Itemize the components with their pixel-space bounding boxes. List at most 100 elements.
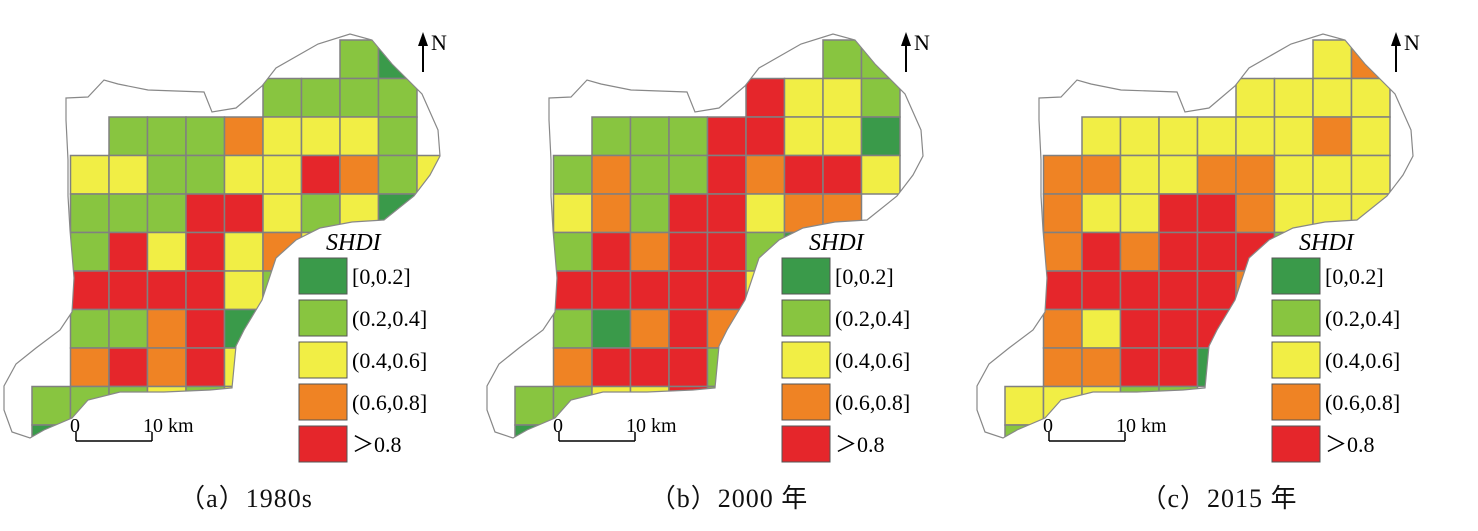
legend-swatch bbox=[781, 257, 831, 295]
north-label: N bbox=[1404, 30, 1420, 55]
grid-cell bbox=[300, 77, 341, 118]
grid-cell bbox=[146, 308, 187, 349]
grid-cell bbox=[591, 193, 632, 234]
grid-cell bbox=[668, 270, 709, 311]
panel-caption: （b）2000 年 bbox=[649, 484, 809, 513]
grid-cell bbox=[1042, 270, 1083, 311]
north-arrow-icon bbox=[1391, 32, 1401, 46]
grid-cell bbox=[1081, 154, 1122, 195]
grid-cell bbox=[1312, 193, 1353, 234]
grid-cell bbox=[108, 424, 149, 438]
grid-cell bbox=[377, 116, 418, 157]
grid-cell bbox=[185, 231, 226, 272]
grid-cell bbox=[108, 154, 149, 195]
legend-title: SHDI bbox=[809, 230, 865, 256]
grid-cell bbox=[339, 39, 380, 80]
grid-cell bbox=[783, 116, 824, 157]
grid-cell bbox=[514, 385, 555, 426]
legend-swatch bbox=[781, 299, 831, 337]
grid-cell bbox=[591, 424, 632, 438]
grid-cell bbox=[1312, 77, 1353, 118]
grid-cell bbox=[1235, 77, 1276, 118]
legend-label: (0.2,0.4] bbox=[835, 306, 910, 331]
grid-cell bbox=[1196, 193, 1237, 234]
grid-cell bbox=[668, 154, 709, 195]
grid-cell bbox=[416, 154, 440, 195]
legend-label: ＞0.8 bbox=[1325, 432, 1375, 457]
legend-label: [0,0.2] bbox=[1325, 264, 1384, 289]
grid-cell bbox=[783, 77, 824, 118]
grid-cell bbox=[629, 231, 670, 272]
grid-cell bbox=[822, 39, 863, 80]
grid-cell bbox=[1158, 231, 1199, 272]
grid-cell bbox=[591, 347, 632, 388]
grid-cell bbox=[262, 308, 303, 349]
grid-cell bbox=[69, 270, 110, 311]
grid-cell bbox=[223, 270, 264, 311]
scale-bar: 0 10 km bbox=[70, 415, 194, 442]
grid-cell bbox=[591, 154, 632, 195]
north-arrow-icon bbox=[901, 32, 911, 46]
grid-cell bbox=[860, 116, 901, 157]
grid-cell bbox=[108, 193, 149, 234]
grid-cell bbox=[262, 154, 303, 195]
grid-cell bbox=[339, 154, 380, 195]
grid-cell bbox=[745, 116, 786, 157]
grid-cell bbox=[745, 308, 786, 349]
grid-cell bbox=[185, 193, 226, 234]
grid-cell bbox=[300, 116, 341, 157]
legend-label: [0,0.2] bbox=[835, 264, 894, 289]
grid-cell bbox=[1196, 154, 1237, 195]
grid-cell bbox=[552, 347, 593, 388]
grid-cell bbox=[860, 77, 901, 118]
legend-swatch bbox=[781, 425, 831, 463]
study-area-outline bbox=[486, 33, 924, 439]
grid-cell bbox=[1119, 308, 1160, 349]
grid-cell bbox=[783, 154, 824, 195]
scale-start-label: 0 bbox=[70, 415, 80, 437]
grid-cell bbox=[860, 39, 901, 80]
map-panel-c: N 0 10 km SHDI [0,0.2] (0.2,0.4] (0.4,0.6]… bbox=[973, 0, 1465, 531]
legend-label: (0.4,0.6] bbox=[352, 348, 427, 373]
legend-label: (0.6,0.8] bbox=[352, 390, 427, 415]
grid-cell bbox=[591, 116, 632, 157]
legend-swatch bbox=[298, 257, 348, 295]
grid-cell bbox=[1350, 77, 1391, 118]
north-arrow-icon bbox=[418, 32, 428, 46]
legend-label: (0.2,0.4] bbox=[352, 306, 427, 331]
grid-cell bbox=[1350, 154, 1391, 195]
grid-cell bbox=[339, 116, 380, 157]
north-label: N bbox=[431, 30, 447, 55]
legend-label: (0.4,0.6] bbox=[1325, 348, 1400, 373]
grid-cell bbox=[1081, 424, 1122, 438]
legend-swatch bbox=[298, 299, 348, 337]
grid-cell bbox=[668, 116, 709, 157]
grid-cell bbox=[629, 270, 670, 311]
grid-cell bbox=[1273, 154, 1314, 195]
grid-cell bbox=[552, 193, 593, 234]
grid-cell bbox=[552, 308, 593, 349]
grid-cells bbox=[1004, 39, 1391, 438]
grid-cell bbox=[668, 347, 709, 388]
grid-cell bbox=[69, 231, 110, 272]
grid-cell bbox=[69, 308, 110, 349]
legend-label: [0,0.2] bbox=[352, 264, 411, 289]
map-panel-a: N 0 10 km SHDI [0,0.2] (0.2,0.4] (0.4,0.6]… bbox=[0, 0, 492, 531]
grid-cell bbox=[822, 154, 863, 195]
grid-cell bbox=[629, 347, 670, 388]
grid-cell bbox=[629, 193, 670, 234]
grid-cell bbox=[185, 116, 226, 157]
scale-start-label: 0 bbox=[1043, 415, 1053, 437]
grid-cell bbox=[146, 347, 187, 388]
grid-cell bbox=[552, 154, 593, 195]
study-area-outline bbox=[3, 33, 441, 439]
grid-cell bbox=[146, 193, 187, 234]
grid-cell bbox=[1158, 193, 1199, 234]
grid-cell bbox=[591, 308, 632, 349]
map-svg: N 0 10 km SHDI [0,0.2] (0.2,0.4] (0.4,0.6]… bbox=[486, 30, 930, 463]
grid-cell bbox=[1119, 116, 1160, 157]
grid-cell bbox=[1350, 39, 1391, 80]
grid-cell bbox=[223, 231, 264, 272]
grid-cell bbox=[1042, 308, 1083, 349]
grid-cell bbox=[706, 193, 747, 234]
